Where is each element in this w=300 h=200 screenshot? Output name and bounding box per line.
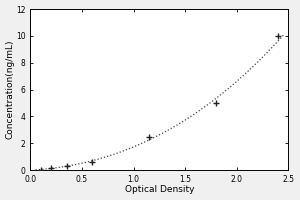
Y-axis label: Concentration(ng/mL): Concentration(ng/mL) bbox=[6, 40, 15, 139]
X-axis label: Optical Density: Optical Density bbox=[125, 185, 194, 194]
